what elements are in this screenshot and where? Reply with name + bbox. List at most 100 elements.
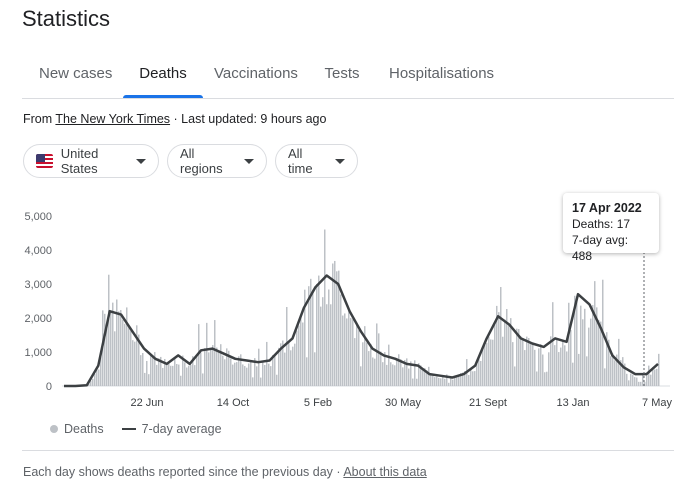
deaths-bar — [182, 355, 184, 386]
deaths-bar — [432, 375, 434, 386]
deaths-bar — [194, 365, 196, 386]
us-flag-icon — [36, 154, 53, 168]
country-dropdown[interactable]: United States — [23, 144, 159, 178]
deaths-bar — [286, 306, 288, 386]
deaths-bar — [274, 354, 276, 386]
deaths-bar — [464, 371, 466, 386]
deaths-bar — [460, 373, 462, 386]
deaths-bar — [190, 364, 192, 386]
deaths-bar — [452, 379, 454, 386]
deaths-bar — [610, 356, 612, 386]
deaths-bar — [422, 368, 424, 386]
deaths-bar — [112, 302, 114, 386]
deaths-bar — [658, 353, 660, 386]
deaths-bar — [396, 358, 398, 386]
deaths-bar — [238, 356, 240, 386]
deaths-bar — [498, 312, 500, 386]
chart-tooltip: 17 Apr 2022 Deaths: 17 7-day avg: 488 — [563, 193, 659, 263]
deaths-bar — [564, 345, 566, 386]
deaths-bar — [622, 357, 624, 386]
tab-hospitalisations[interactable]: Hospitalisations — [389, 65, 495, 82]
time-range-dropdown[interactable]: All time — [275, 144, 358, 178]
deaths-bar — [214, 320, 216, 386]
deaths-bar — [164, 358, 166, 386]
deaths-bar — [598, 319, 600, 386]
deaths-bar — [614, 360, 616, 386]
tab-tests[interactable]: Tests — [324, 65, 360, 82]
deaths-bar — [562, 340, 564, 386]
deaths-bar — [212, 345, 214, 386]
deaths-bar — [154, 352, 156, 386]
deaths-bar — [468, 375, 470, 386]
deaths-bar — [166, 364, 168, 386]
deaths-bar — [106, 328, 108, 386]
deaths-bar — [196, 357, 198, 386]
tab-deaths[interactable]: Deaths — [139, 65, 187, 82]
deaths-bar — [582, 319, 584, 386]
deaths-bar — [646, 373, 648, 386]
deaths-bar — [92, 378, 94, 386]
country-label: United States — [60, 146, 99, 176]
deaths-bar — [538, 348, 540, 386]
deaths-bar — [170, 365, 172, 386]
about-data-link[interactable]: About this data — [343, 465, 427, 479]
deaths-bar — [344, 313, 346, 386]
deaths-bar — [336, 271, 338, 386]
deaths-bar — [292, 346, 294, 386]
deaths-bar — [122, 319, 124, 386]
deaths-bar — [280, 343, 282, 386]
region-dropdown[interactable]: All regions — [167, 144, 267, 178]
deaths-bar — [352, 319, 354, 386]
deaths-chart[interactable]: 0 1,000 2,000 3,000 4,000 5,000 22 Jun 14 Oct 5 … — [0, 190, 700, 415]
deaths-bar — [130, 330, 132, 386]
deaths-bar — [116, 299, 118, 386]
deaths-bar — [230, 358, 232, 386]
active-tab-indicator — [123, 95, 203, 98]
deaths-bar — [290, 350, 292, 386]
deaths-bar — [462, 372, 464, 386]
deaths-bar — [390, 362, 392, 386]
deaths-bar — [326, 304, 328, 386]
deaths-bar — [400, 359, 402, 386]
tooltip-avg: 7-day avg: 488 — [572, 233, 629, 263]
y-tick-label: 0 — [46, 381, 52, 393]
source-link[interactable]: The New York Times — [55, 112, 171, 126]
deaths-bar — [480, 360, 482, 386]
deaths-bar — [134, 341, 136, 386]
deaths-bar — [288, 342, 290, 386]
deaths-bar — [276, 374, 278, 386]
deaths-bar — [546, 371, 548, 386]
deaths-bar — [198, 324, 200, 386]
deaths-bar — [256, 366, 258, 386]
deaths-bar — [90, 380, 92, 386]
deaths-bar — [384, 352, 386, 386]
deaths-bar — [132, 340, 134, 386]
deaths-bar — [88, 383, 90, 386]
deaths-bar — [542, 354, 544, 386]
deaths-bar — [652, 367, 654, 386]
deaths-bar — [648, 365, 650, 386]
deaths-bar — [434, 377, 436, 386]
deaths-bar — [224, 359, 226, 386]
deaths-bar — [518, 329, 520, 386]
average-legend-marker — [121, 428, 136, 430]
tab-vaccinations[interactable]: Vaccinations — [214, 65, 298, 82]
deaths-bar — [508, 324, 510, 386]
last-updated: · Last updated: 9 hours ago — [173, 112, 327, 126]
deaths-bar — [124, 323, 126, 386]
deaths-bar — [306, 357, 308, 386]
deaths-bar — [560, 347, 562, 386]
deaths-bar — [188, 365, 190, 386]
deaths-bar — [418, 363, 420, 386]
tab-new-cases[interactable]: New cases — [39, 65, 113, 82]
deaths-bar — [208, 352, 210, 386]
deaths-bar — [650, 374, 652, 386]
deaths-bar — [492, 339, 494, 386]
deaths-bar — [458, 375, 460, 386]
deaths-bar — [382, 362, 384, 386]
deaths-bar — [594, 281, 596, 386]
deaths-bar — [334, 260, 336, 386]
deaths-bar — [436, 376, 438, 386]
deaths-bar — [600, 321, 602, 386]
legend-deaths: Deaths — [64, 422, 104, 436]
